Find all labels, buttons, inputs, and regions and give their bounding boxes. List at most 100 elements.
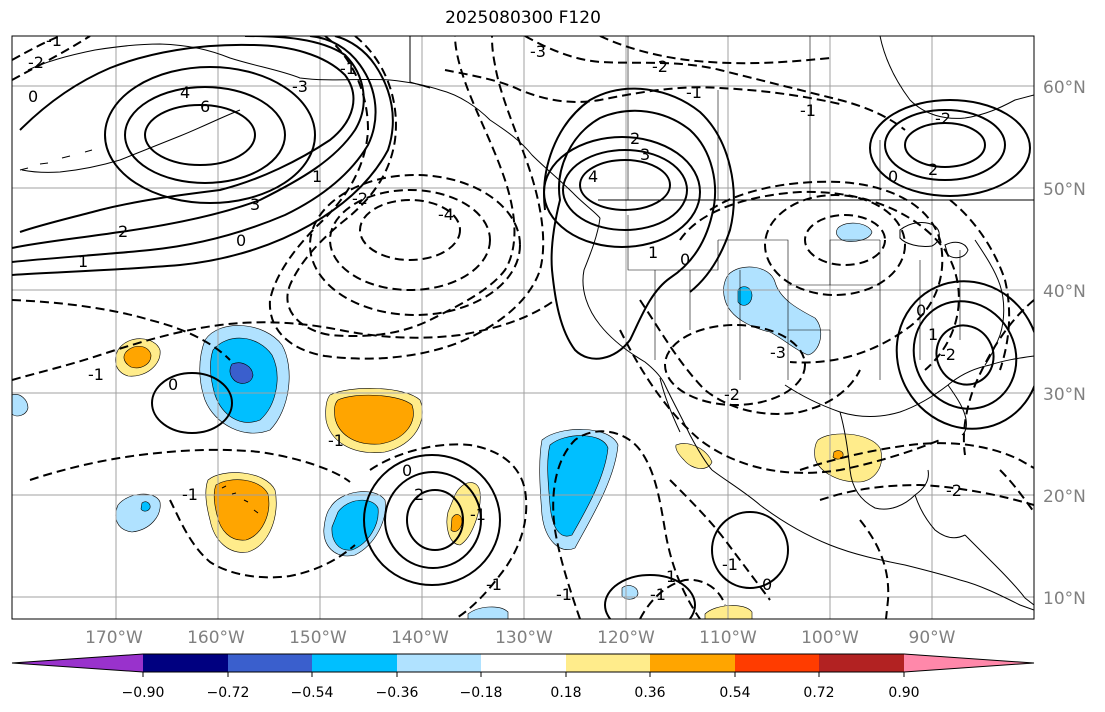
- contour-line: [935, 324, 995, 386]
- contour-line: [359, 199, 461, 261]
- contour-line: [12, 36, 365, 249]
- gulf-coast: [784, 355, 1034, 417]
- canada-provinces: [627, 36, 881, 200]
- colorbar-segment: [312, 654, 397, 672]
- shade-royal-blue: [229, 362, 254, 384]
- contour-label: 1: [928, 325, 938, 344]
- contour-line: [406, 489, 464, 551]
- contour-label: 4: [180, 83, 190, 102]
- shade-light-blue: [467, 606, 509, 619]
- contour-label: -1: [650, 585, 666, 604]
- aleutians: [19, 149, 93, 171]
- colorbar-segment: [228, 654, 312, 672]
- colorbar-tick-labels: −0.90 −0.72 −0.54 −0.36 −0.18 0.18 0.36 …: [122, 685, 920, 701]
- shade-orange: [334, 394, 414, 445]
- alaska-coast: [27, 43, 601, 219]
- baja-california: [659, 377, 713, 471]
- contour-label: 1: [666, 567, 676, 586]
- contour-line: [12, 36, 61, 61]
- mexico-gulf-coast: [839, 411, 929, 510]
- contour-label: -1: [46, 31, 62, 50]
- shaded-anomalies: [12, 222, 882, 619]
- contour-labels: -2 -1 0 4 6 3 2 1 -1 -2 -3 -3 -4 -3 -2 -…: [28, 31, 962, 604]
- graticule: [12, 36, 1034, 619]
- contour-line: [619, 329, 941, 474]
- contour-label: -1: [686, 83, 702, 102]
- lat-label: 20°N: [1043, 487, 1086, 507]
- contour-label: -2: [724, 385, 740, 404]
- contour-line: [543, 87, 735, 293]
- colorbar-extend-low: [12, 654, 143, 672]
- contour-label: 2: [928, 160, 938, 179]
- shade-blue: [140, 501, 151, 512]
- shade-light-blue: [12, 394, 29, 417]
- colorbar-tick-label: 0.18: [550, 685, 581, 701]
- lon-label: 120°W: [597, 628, 655, 648]
- contour-line: [363, 454, 501, 586]
- contour-label: 6: [200, 97, 210, 116]
- lon-label: 100°W: [801, 628, 859, 648]
- hawaii-islands: [221, 485, 259, 514]
- contour-label: -1: [486, 575, 502, 594]
- contour-line: [369, 443, 528, 619]
- colorbar-segment: [735, 654, 819, 672]
- colorbar-segment: [397, 654, 481, 672]
- contour-label: -3: [770, 343, 786, 362]
- contour-line: [124, 86, 286, 184]
- shade-blue: [737, 286, 753, 306]
- contour-line: [709, 180, 944, 364]
- colorbar-segment: [566, 654, 650, 672]
- contour-label: -2: [940, 345, 956, 364]
- lon-label: 160°W: [187, 628, 245, 648]
- contour-line: [384, 471, 482, 569]
- lat-label: 40°N: [1043, 282, 1086, 302]
- contour-line: [669, 479, 771, 601]
- contour-line: [12, 36, 91, 81]
- colorbar-tick-label: 0.72: [803, 685, 834, 701]
- contour-line: [949, 199, 1011, 371]
- contour-label: -4: [438, 205, 454, 224]
- colorbar-tick-label: 0.36: [634, 685, 665, 701]
- colorbar: −0.90 −0.72 −0.54 −0.36 −0.18 0.18 0.36 …: [11, 653, 1035, 701]
- contour-label: -2: [28, 53, 44, 72]
- contour-label: -1: [340, 59, 356, 78]
- colorbar-segment: [143, 654, 228, 672]
- contour-label: -2: [652, 57, 668, 76]
- colorbar-segment: [819, 654, 904, 672]
- contour-line: [599, 36, 831, 65]
- contour-line: [309, 174, 521, 316]
- contour-line: [524, 36, 906, 131]
- contour-line: [444, 69, 841, 105]
- contour-label: -1: [556, 585, 572, 604]
- colorbar-tick-label: −0.36: [376, 685, 419, 701]
- contour-label: 2: [414, 485, 424, 504]
- alaska-peninsula: [21, 109, 241, 173]
- contour-line: [819, 483, 1034, 506]
- contour-line: [12, 36, 377, 263]
- colorbar-ticks: [142, 672, 905, 677]
- contour-line: [268, 36, 545, 360]
- map-background: [12, 36, 1034, 619]
- contour-label: 2: [630, 129, 640, 148]
- colorbar-tick-label: −0.54: [291, 685, 334, 701]
- map-title: 2025080300 F120: [445, 8, 601, 28]
- contour-line: [904, 122, 986, 168]
- contour-label: -2: [935, 109, 951, 128]
- contour-label: -1: [182, 485, 198, 504]
- contour-label: 2: [118, 222, 128, 241]
- contour-label: -1: [722, 555, 738, 574]
- colorbar-tick-label: −0.90: [122, 685, 165, 701]
- contour-label: 1: [312, 167, 322, 186]
- contour-line: [711, 511, 789, 589]
- lon-label: 150°W: [289, 628, 347, 648]
- contour-label: 0: [888, 167, 898, 186]
- shade-light-yellow: [814, 433, 882, 483]
- contour-line: [151, 372, 233, 434]
- colorbar-tick-label: 0.90: [888, 685, 919, 701]
- contour-line: [764, 194, 906, 296]
- map-frame: [11, 35, 1035, 620]
- lon-label: 170°W: [85, 628, 143, 648]
- shade-orange: [123, 346, 152, 369]
- contours-dashed: [12, 36, 1034, 619]
